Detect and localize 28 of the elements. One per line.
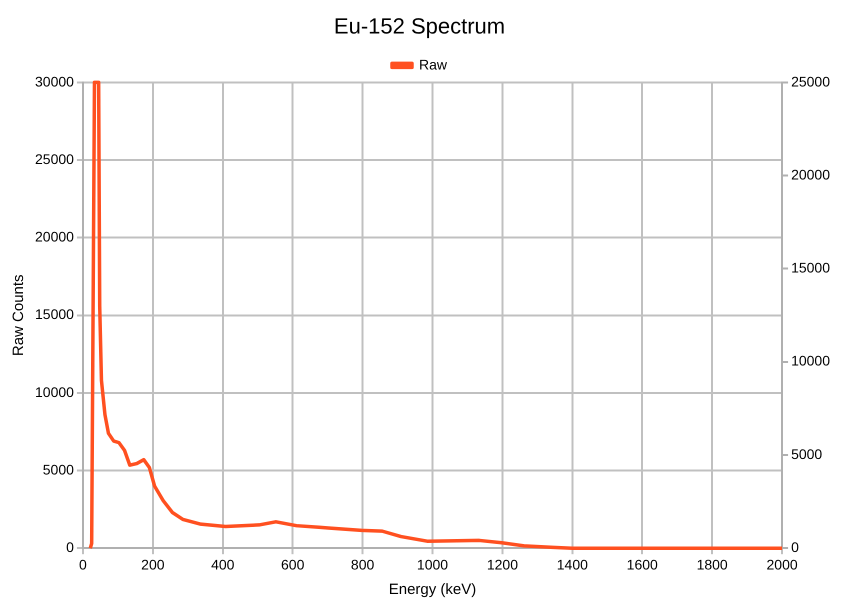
x-tick-label: 400	[211, 556, 235, 572]
x-tick-label: 200	[141, 556, 165, 572]
y2-tick-label: 10000	[791, 352, 830, 369]
x-tick-label: 0	[79, 556, 88, 572]
y-tick-label: 25000	[34, 150, 74, 167]
y-tick-label: 0	[66, 539, 74, 556]
y2-tick-label: 15000	[791, 260, 830, 276]
y-tick-label: 5000	[42, 461, 74, 478]
y-tick-label: 15000	[34, 306, 74, 322]
x-tick-label: 1400	[556, 556, 588, 572]
y-tick-label: 20000	[34, 228, 74, 245]
chart-title: Eu-152 Spectrum	[334, 13, 506, 38]
x-tick-label: 1000	[416, 556, 448, 572]
y2-tick-label: 5000	[791, 446, 822, 462]
x-axis-title: Energy (keV)	[388, 581, 476, 598]
y2-tick-label: 0	[791, 539, 800, 556]
x-tick-label: 2000	[766, 556, 798, 572]
x-tick-label: 800	[350, 556, 374, 572]
y-axis-title: Raw Counts	[10, 274, 28, 356]
y-tick-label: 10000	[34, 384, 74, 400]
y2-tick-label: 20000	[791, 166, 830, 182]
y-tick-label: 30000	[34, 73, 74, 90]
x-tick-label: 600	[280, 556, 305, 572]
x-tick-label: 1800	[696, 556, 728, 572]
y2-tick-label: 25000	[791, 73, 830, 90]
x-tick-label: 1200	[486, 556, 518, 572]
legend-label: Raw	[418, 56, 448, 72]
x-tick-label: 1600	[626, 556, 658, 572]
